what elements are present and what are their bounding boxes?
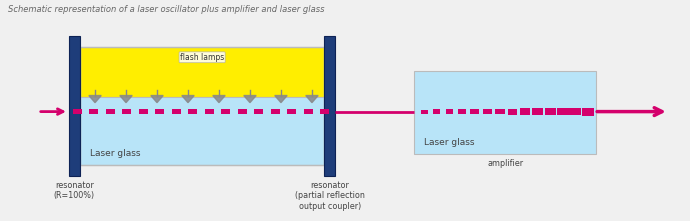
Bar xyxy=(73,109,82,114)
Text: amplifier: amplifier xyxy=(487,159,523,168)
Bar xyxy=(80,47,324,97)
Bar xyxy=(433,109,440,114)
Bar xyxy=(414,71,596,154)
Bar xyxy=(90,109,99,114)
Bar xyxy=(80,97,324,165)
Text: resonator
(partial reflection
output coupler): resonator (partial reflection output cou… xyxy=(295,181,365,211)
Bar xyxy=(172,109,181,114)
Bar xyxy=(221,109,230,114)
Bar xyxy=(483,109,492,114)
Bar xyxy=(106,109,115,114)
Bar xyxy=(155,109,164,114)
Bar xyxy=(69,36,80,176)
Bar xyxy=(508,109,518,115)
Bar xyxy=(569,108,582,115)
Text: resonator
(R=100%): resonator (R=100%) xyxy=(54,181,95,200)
Text: flash lamps: flash lamps xyxy=(180,53,224,62)
Bar xyxy=(238,109,247,114)
Bar xyxy=(320,109,329,114)
Bar xyxy=(421,110,428,114)
Bar xyxy=(139,109,148,114)
Bar xyxy=(544,108,556,115)
Polygon shape xyxy=(244,95,256,103)
Bar xyxy=(304,109,313,114)
Bar xyxy=(270,109,279,114)
Polygon shape xyxy=(306,95,318,103)
Bar xyxy=(446,109,453,114)
Bar xyxy=(188,109,197,114)
Polygon shape xyxy=(181,95,194,103)
Text: Schematic representation of a laser oscillator plus amplifier and laser glass: Schematic representation of a laser osci… xyxy=(8,5,324,14)
Bar xyxy=(287,109,296,114)
Bar xyxy=(458,109,466,114)
Bar xyxy=(205,109,214,114)
Bar xyxy=(324,36,335,176)
Bar xyxy=(80,47,324,165)
Bar xyxy=(255,109,264,114)
Bar xyxy=(520,109,530,115)
Polygon shape xyxy=(120,95,132,103)
Bar xyxy=(582,108,594,116)
Polygon shape xyxy=(151,95,164,103)
Polygon shape xyxy=(89,95,101,103)
Bar xyxy=(495,109,504,114)
Bar xyxy=(122,109,131,114)
Bar xyxy=(471,109,479,114)
Text: Laser glass: Laser glass xyxy=(424,138,475,147)
Bar xyxy=(557,108,569,115)
Polygon shape xyxy=(275,95,287,103)
Polygon shape xyxy=(213,95,225,103)
Text: Laser glass: Laser glass xyxy=(90,149,141,158)
Bar xyxy=(532,108,543,115)
